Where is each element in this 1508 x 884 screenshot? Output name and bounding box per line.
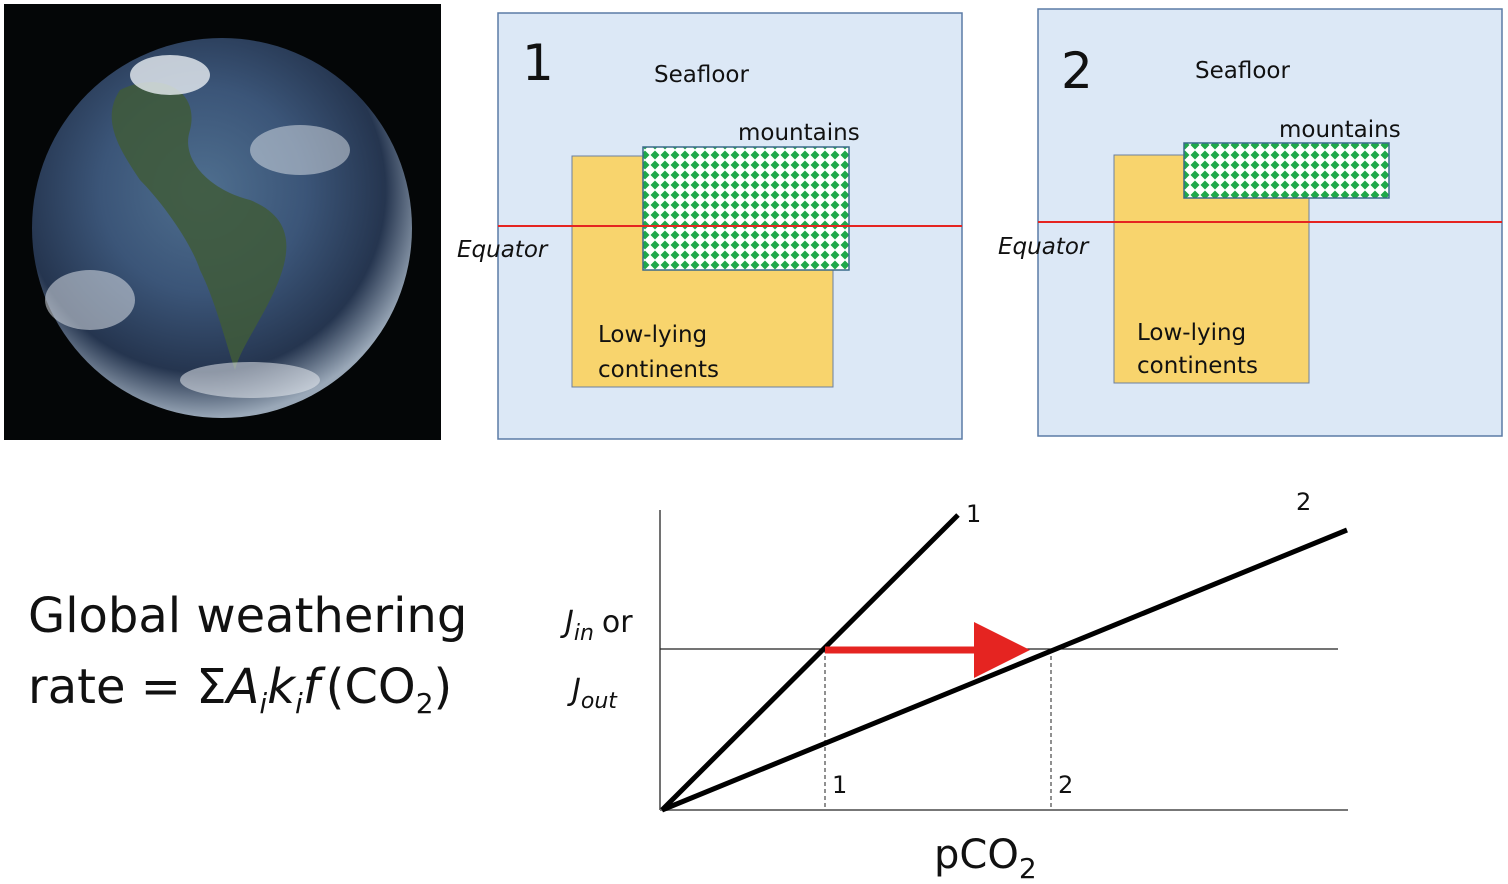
equator-label: Equator [998,234,1090,260]
y-axis-label: Jin or [560,605,633,646]
marker-label: 1 [832,771,847,799]
panel-number: 2 [1061,42,1093,100]
seafloor-label: Seafloor [1195,58,1290,84]
y-label-part: J [567,673,581,708]
x-label-part: pCO [934,832,1019,878]
panel-1: 1 Seafloor mountains Equator Low-lying c… [457,12,963,440]
earth-image [4,4,441,440]
formula-part: (CO [326,659,416,715]
formula-part: rate = [28,659,196,715]
graph: 1 2 1 2 Jin or Jout pCO2 [560,488,1348,884]
y-label-part: or [602,605,633,640]
y-label-part: out [581,689,618,714]
formula-part: f [303,659,326,715]
formula-part: i [259,687,267,720]
formula-part: Σ [196,659,226,715]
continents-label: Low-lying [1137,320,1246,346]
formula: Global weathering rate = ΣAikif (CO2) [28,588,467,720]
formula-line: rate = ΣAikif (CO2) [28,659,452,720]
marker-label: 2 [1058,771,1073,799]
y-axis-label: Jout [567,673,618,714]
panel-2: 2 Seafloor mountains Equator Low-lying c… [998,8,1503,437]
formula-line: Global weathering [28,588,467,644]
continents-label: continents [1137,353,1258,379]
formula-part: 2 [416,687,434,720]
formula-part: A [224,659,260,715]
continents-label: Low-lying [598,322,707,348]
line-label: 2 [1296,488,1311,516]
y-label-part: J [560,605,574,640]
x-axis-label: pCO2 [934,832,1037,884]
mountains-label: mountains [738,120,860,146]
formula-part: k [267,659,297,715]
formula-part: ) [434,659,453,715]
formula-part: i [295,687,303,720]
seafloor-label: Seafloor [654,62,749,88]
continents-label: continents [598,357,719,383]
mountains-label: mountains [1279,117,1401,143]
y-label-part: in [574,621,594,646]
line-label: 1 [966,500,981,528]
equator-label: Equator [457,237,549,263]
x-label-part: 2 [1019,852,1037,884]
panel-number: 1 [522,34,554,92]
